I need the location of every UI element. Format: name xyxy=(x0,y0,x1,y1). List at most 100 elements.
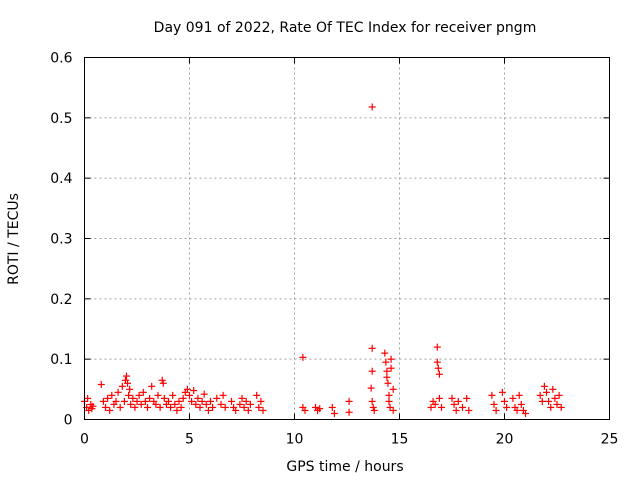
data-point-marker xyxy=(427,403,435,411)
data-point-marker xyxy=(246,400,254,408)
data-point-marker xyxy=(385,397,393,405)
data-point-marker xyxy=(165,397,172,405)
data-point-marker xyxy=(431,400,439,408)
data-point-marker xyxy=(369,403,377,411)
data-point-marker xyxy=(434,364,442,372)
data-point-marker xyxy=(433,358,441,366)
data-point-marker xyxy=(513,406,521,414)
data-point-marker xyxy=(190,387,198,395)
data-point-marker xyxy=(465,406,473,414)
data-point-marker xyxy=(238,394,246,402)
data-point-marker xyxy=(192,400,200,408)
data-point-marker xyxy=(553,400,561,408)
data-point-marker xyxy=(547,403,555,411)
data-point-marker xyxy=(328,403,336,411)
data-point-marker xyxy=(169,391,177,399)
data-point-marker xyxy=(125,391,133,399)
data-point-marker xyxy=(129,394,137,402)
data-point-marker xyxy=(517,400,525,408)
data-point-marker xyxy=(454,397,462,405)
data-point-marker xyxy=(123,372,130,380)
data-point-marker xyxy=(515,391,523,399)
data-point-marker xyxy=(242,397,250,405)
data-point-marker xyxy=(200,390,208,398)
data-point-marker xyxy=(316,405,324,413)
data-point-marker xyxy=(84,394,92,402)
data-point-marker xyxy=(104,394,112,402)
data-point-marker xyxy=(102,403,109,411)
x-tick-label: 5 xyxy=(185,432,194,448)
data-point-marker xyxy=(492,406,500,414)
data-point-marker xyxy=(299,353,307,361)
data-point-marker xyxy=(368,344,376,352)
y-tick-label: 0.5 xyxy=(50,111,72,127)
y-tick-label: 0.3 xyxy=(50,232,72,248)
x-tick-label: 0 xyxy=(80,432,89,448)
data-point-marker xyxy=(522,409,529,417)
data-point-marker xyxy=(177,403,185,411)
data-point-marker xyxy=(232,406,240,414)
data-point-marker xyxy=(438,403,445,411)
data-point-marker xyxy=(244,406,252,414)
y-tick-label: 0.4 xyxy=(50,171,72,187)
data-point-marker xyxy=(386,403,394,411)
data-point-marker xyxy=(543,388,550,396)
data-point-marker xyxy=(387,364,395,372)
data-point-marker xyxy=(389,406,397,414)
data-point-marker xyxy=(255,403,263,411)
grid xyxy=(84,57,610,420)
data-point-marker xyxy=(133,397,141,405)
data-point-marker xyxy=(330,409,338,417)
data-point-marker xyxy=(108,391,116,399)
data-point-marker xyxy=(381,349,389,357)
data-point-marker xyxy=(127,400,135,408)
y-tick-label: 0.2 xyxy=(50,292,72,308)
data-point-marker xyxy=(186,391,193,399)
data-point-marker xyxy=(97,381,105,389)
data-point-marker xyxy=(368,103,376,111)
data-point-marker xyxy=(435,394,443,402)
data-point-marker xyxy=(207,397,214,405)
data-point-marker xyxy=(106,406,114,414)
data-point-marker xyxy=(213,394,221,402)
x-tick-label: 15 xyxy=(391,432,409,448)
data-point-marker xyxy=(131,403,139,411)
data-point-marker xyxy=(141,397,149,405)
data-point-marker xyxy=(154,391,162,399)
data-point-marker xyxy=(137,400,145,408)
data-point-marker xyxy=(384,379,392,387)
data-point-marker xyxy=(345,408,353,416)
data-point-marker xyxy=(146,394,154,402)
data-point-marker xyxy=(488,391,496,399)
data-point-marker xyxy=(501,397,508,405)
data-point-marker xyxy=(452,406,460,414)
data-point-marker xyxy=(301,406,309,414)
data-point-marker xyxy=(202,400,210,408)
data-point-marker xyxy=(173,406,181,414)
data-point-marker xyxy=(253,391,261,399)
data-point-marker xyxy=(389,385,397,393)
data-point-marker xyxy=(152,400,160,408)
data-point-marker xyxy=(116,403,124,411)
data-point-marker xyxy=(118,382,126,390)
data-point-marker xyxy=(209,403,217,411)
data-point-marker xyxy=(156,403,164,411)
axis-ticks: 0 5 10 15 20 25 0 0.1 0.2 0.3 0.4 0.5 0.6 xyxy=(50,51,618,448)
data-point-marker xyxy=(198,397,206,405)
y-tick-label: 0 xyxy=(64,413,73,429)
data-point-marker xyxy=(196,403,204,411)
x-axis-label: GPS time / hours xyxy=(286,459,403,475)
data-point-marker xyxy=(159,379,167,387)
data-point-marker xyxy=(368,397,376,405)
data-point-marker xyxy=(383,367,391,375)
data-point-marker xyxy=(433,343,441,351)
data-points xyxy=(81,103,565,417)
data-point-marker xyxy=(217,400,225,408)
data-point-marker xyxy=(236,400,244,408)
data-point-marker xyxy=(551,394,559,402)
data-point-marker xyxy=(160,394,168,402)
x-tick-label: 10 xyxy=(286,432,304,448)
data-point-marker xyxy=(183,385,191,393)
data-point-marker xyxy=(549,385,557,393)
